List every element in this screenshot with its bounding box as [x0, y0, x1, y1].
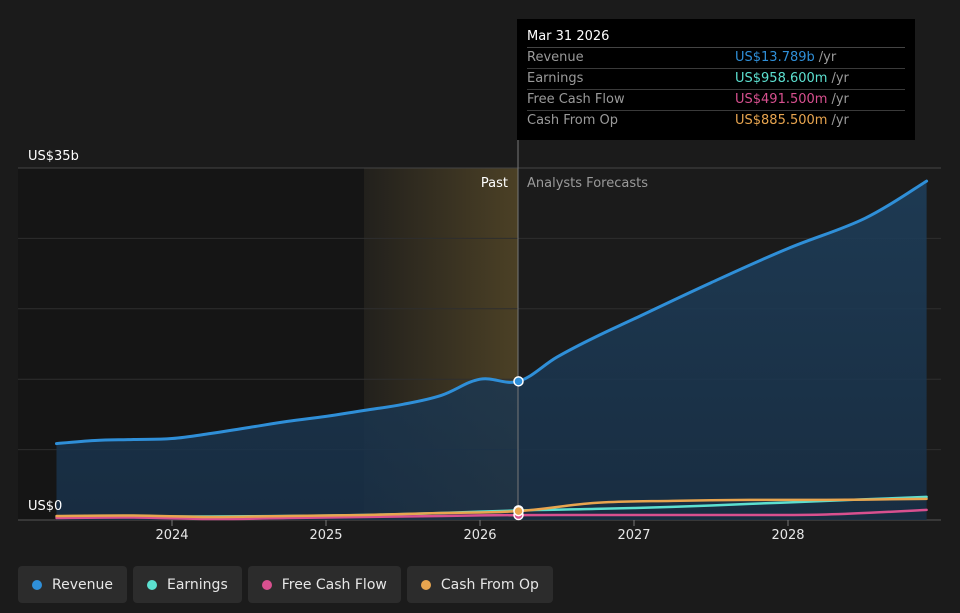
legend-item-earnings[interactable]: Earnings: [132, 566, 242, 603]
tooltip-unit: /yr: [831, 71, 849, 86]
tooltip-row-earnings: Earnings US$958.600m /yr: [527, 69, 905, 90]
legend-dot-icon: [420, 579, 431, 590]
x-axis: 2024 2025 2026 2027 2028: [155, 520, 805, 543]
legend-dot-icon: [32, 579, 42, 590]
revenue-marker: [513, 376, 524, 387]
tooltip-value: US$885.500m: [735, 113, 828, 128]
revenue-line: [55, 179, 929, 446]
series-areas: [56, 181, 927, 520]
tooltip-row-cash-from-op: Cash From Op US$885.500m /yr: [527, 111, 905, 131]
tooltip-date: Mar 31 2026: [527, 27, 905, 48]
tooltip-unit: /yr: [831, 92, 849, 107]
tooltip-value: US$13.789b: [735, 50, 815, 65]
legend-item-revenue[interactable]: Revenue: [18, 566, 127, 603]
legend-label: Cash From Op: [440, 576, 539, 593]
legend-label: Earnings: [166, 576, 228, 593]
free-cash-flow-line: [55, 508, 928, 521]
forecast-label: Analysts Forecasts: [527, 176, 648, 191]
x-tick-label: 2028: [771, 528, 804, 543]
y-axis-top-label: US$35b: [28, 149, 79, 164]
x-tick-label: 2025: [309, 528, 342, 543]
y-axis-bottom-label: US$0: [28, 499, 62, 514]
revenue-area: [56, 181, 927, 520]
tooltip-value: US$491.500m: [735, 92, 828, 107]
legend-label: Free Cash Flow: [281, 576, 387, 593]
legend: Revenue Earnings Free Cash Flow Cash Fro…: [18, 566, 553, 603]
cash-from-op-marker: [513, 505, 524, 517]
tooltip-row-free-cash-flow: Free Cash Flow US$491.500m /yr: [527, 90, 905, 111]
x-tick-label: 2024: [155, 528, 188, 543]
tooltip-value: US$958.600m: [735, 71, 828, 86]
legend-item-free-cash-flow[interactable]: Free Cash Flow: [247, 566, 401, 603]
x-tick-label: 2026: [463, 528, 496, 543]
legend-item-cash-from-op[interactable]: Cash From Op: [406, 566, 553, 603]
tooltip-label: Free Cash Flow: [527, 92, 625, 107]
series-lines: [55, 179, 929, 521]
x-tick-label: 2027: [617, 528, 650, 543]
tooltip-label: Revenue: [527, 50, 584, 65]
tooltip-label: Cash From Op: [527, 113, 619, 128]
legend-label: Revenue: [52, 576, 113, 593]
tooltip-unit: /yr: [818, 50, 837, 65]
tooltip-label: Earnings: [527, 71, 584, 86]
tooltip-unit: /yr: [831, 113, 849, 128]
past-label: Past: [481, 176, 508, 191]
legend-dot-icon: [146, 579, 157, 590]
legend-dot-icon: [261, 579, 272, 590]
tooltip-row-revenue: Revenue US$13.789b /yr: [527, 48, 905, 69]
cash-from-op-line: [55, 497, 928, 519]
tooltip-markers: [513, 376, 524, 521]
tooltip: Mar 31 2026 Revenue US$13.789b /yr Earni…: [517, 19, 915, 140]
